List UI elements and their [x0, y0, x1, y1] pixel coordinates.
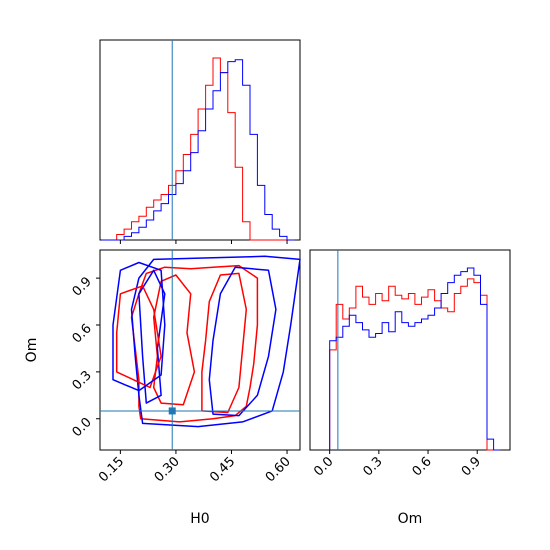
om-histogram-panel: 0.0 0.3 0.6 0.9 Om: [309, 249, 511, 527]
contour-x-tick-label: 0.15: [96, 454, 127, 485]
om-histogram-frame: [309, 249, 511, 451]
om-hist-x-tick-label: 0.0: [311, 454, 336, 479]
contour-y-tick-label: 0.0: [70, 415, 95, 440]
contour-red: [201, 272, 248, 414]
contour-red: [152, 274, 196, 406]
om-hist-x-tick-label: 0.6: [410, 454, 435, 479]
contour-blue: [138, 269, 166, 404]
contour-frame: [99, 249, 301, 451]
contour-y-tick-label: 0.3: [70, 368, 95, 393]
contour-x-tick-label: 0.60: [263, 454, 294, 485]
om-hist-x-tick-label: 0.3: [360, 454, 385, 479]
h0-histogram-panel: [99, 39, 301, 244]
x-axis-label-h0: H0: [190, 511, 209, 527]
contour-y-tick-label: 0.9: [70, 274, 95, 299]
truth-marker: [168, 407, 176, 415]
h0-histogram-frame: [99, 39, 301, 241]
h0-histogram-red: [101, 57, 295, 241]
om-hist-x-tick-label: 0.9: [459, 454, 484, 479]
contour-y-tick-label: 0.6: [70, 321, 95, 346]
h0-histogram-blue: [101, 59, 295, 241]
contour-blue: [112, 261, 166, 392]
contour-x-tick-label: 0.45: [207, 454, 238, 485]
contour-x-tick-label: 0.30: [152, 454, 183, 485]
x-axis-label-om: Om: [398, 511, 423, 527]
om-histogram-red: [329, 278, 501, 451]
om-histogram-blue: [329, 267, 501, 451]
contour-blue: [130, 255, 301, 428]
contour-panel: 0.15 0.30 0.45 0.60 0.0 0.3 0.6 0.9 H0 Om: [24, 249, 301, 527]
y-axis-label-om: Om: [24, 338, 40, 363]
contour-red: [130, 264, 259, 423]
contour-blue: [208, 266, 277, 417]
